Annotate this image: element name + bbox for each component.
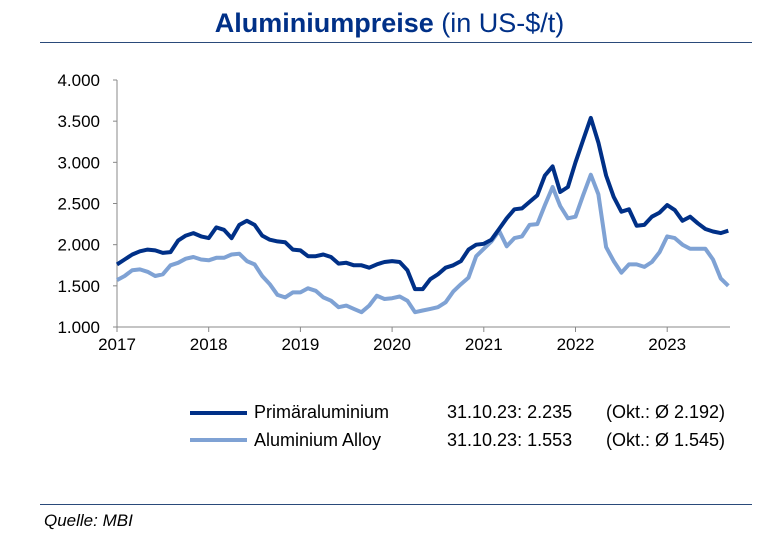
y-tick-label: 2.000 bbox=[57, 236, 100, 255]
top-rule bbox=[40, 42, 752, 43]
legend-label-primary: Primäraluminium bbox=[254, 402, 390, 422]
legend-label-alloy: Aluminium Alloy bbox=[254, 430, 382, 450]
x-tick-label: 2017 bbox=[98, 335, 136, 354]
x-tick-label: 2019 bbox=[281, 335, 319, 354]
title-main: Aluminiumpreise bbox=[214, 8, 434, 38]
legend-annotation-alloy: 31.10.23: 1.553 bbox=[447, 430, 573, 450]
source-note: Quelle: MBI bbox=[44, 511, 133, 530]
x-tick-label: 2020 bbox=[373, 335, 411, 354]
y-tick-label: 4.000 bbox=[57, 71, 100, 90]
x-tick-label: 2023 bbox=[648, 335, 686, 354]
chart-title: Aluminiumpreise (in US-$/t) bbox=[0, 8, 779, 39]
x-tick-label: 2018 bbox=[190, 335, 228, 354]
series-line-alloy bbox=[116, 172, 730, 315]
x-tick-label: 2022 bbox=[557, 335, 595, 354]
legend-annotation-primary: 31.10.23: 2.235 bbox=[447, 402, 573, 422]
y-tick-label: 3.500 bbox=[57, 112, 100, 131]
y-tick-label: 1.500 bbox=[57, 277, 100, 296]
legend-average-alloy: (Okt.: Ø 1.545) bbox=[606, 430, 726, 450]
series-line-primary bbox=[115, 115, 729, 292]
y-tick-label: 1.000 bbox=[57, 318, 100, 337]
title-unit: (in US-$/t) bbox=[441, 8, 565, 38]
legend-average-primary: (Okt.: Ø 2.192) bbox=[606, 402, 726, 422]
x-tick-label: 2021 bbox=[465, 335, 503, 354]
y-tick-label: 3.000 bbox=[57, 153, 100, 172]
bottom-rule bbox=[40, 504, 752, 505]
y-tick-label: 2.500 bbox=[57, 195, 100, 214]
